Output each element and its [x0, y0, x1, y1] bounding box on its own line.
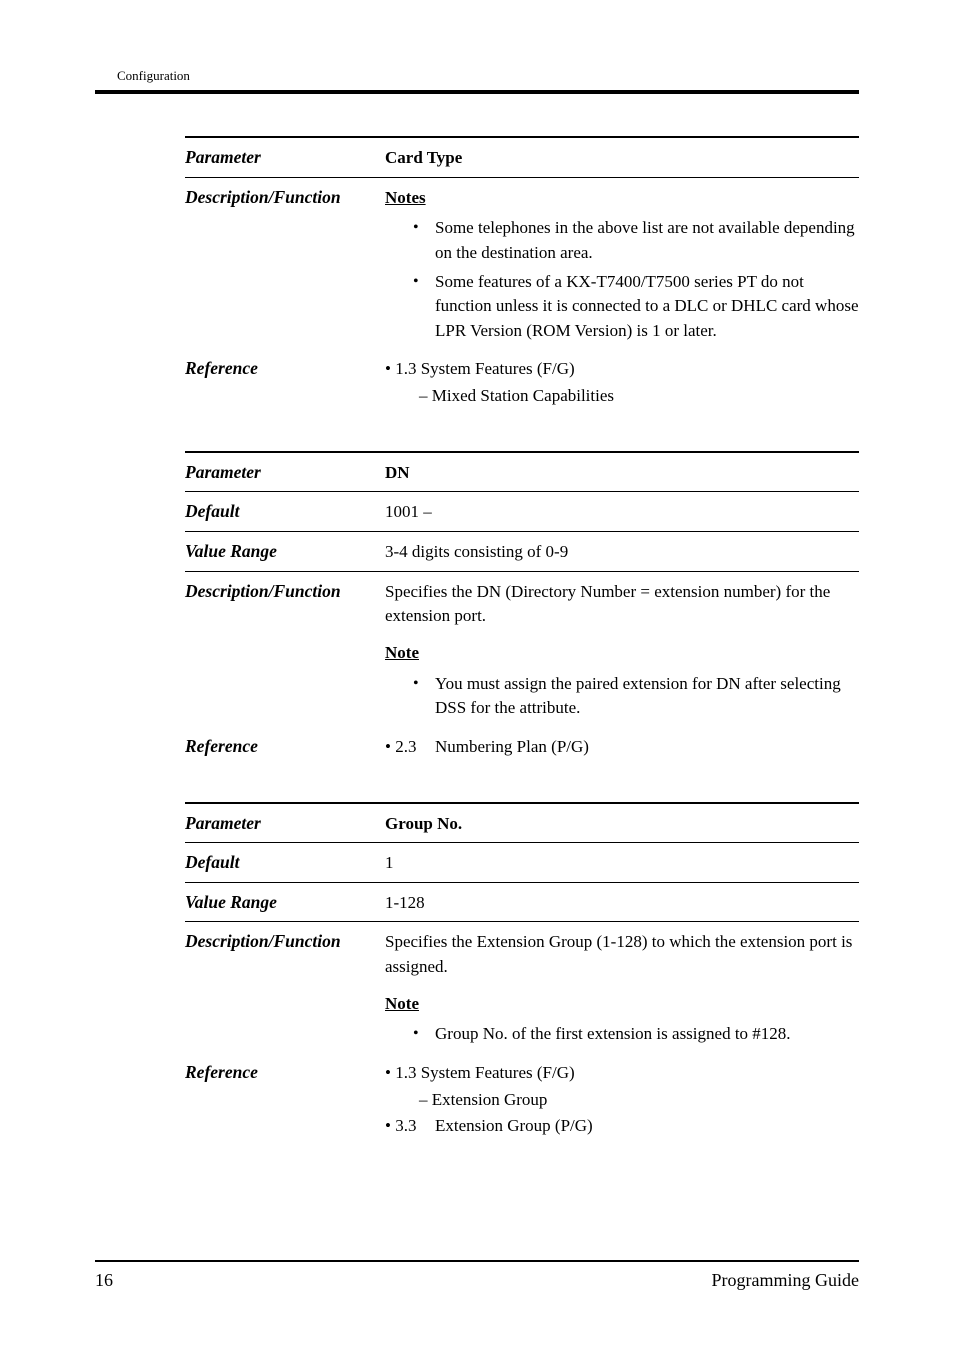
param-value: Specifies the DN (Directory Number = ext… [385, 580, 859, 725]
param-row: ParameterGroup No. [185, 808, 859, 843]
note-list: Group No. of the first extension is assi… [385, 1022, 859, 1047]
param-label: Parameter [185, 461, 385, 485]
page-number: 16 [95, 1270, 113, 1291]
rule [185, 491, 859, 492]
param-label: Default [185, 851, 385, 875]
description-text: Specifies the DN (Directory Number = ext… [385, 580, 859, 629]
param-label: Description/Function [185, 580, 385, 604]
param-value: DN [385, 461, 859, 486]
param-label: Description/Function [185, 930, 385, 954]
guide-label: Programming Guide [712, 1270, 859, 1291]
param-value: • 1.3 System Features (F/G)– Extension G… [385, 1061, 859, 1141]
param-value: Group No. [385, 812, 859, 837]
param-row: Description/FunctionNotes Some telephones… [185, 182, 859, 354]
footer: 16 Programming Guide [95, 1260, 859, 1291]
rule [185, 802, 859, 804]
param-label: Reference [185, 1061, 385, 1085]
param-label: Parameter [185, 812, 385, 836]
param-block: ParameterGroup No.Default1Value Range1-1… [185, 802, 859, 1147]
param-row: Default1001 – [185, 496, 859, 531]
param-label: Value Range [185, 891, 385, 915]
param-label: Parameter [185, 146, 385, 170]
param-label: Reference [185, 735, 385, 759]
rule [185, 571, 859, 572]
reference-subline: – Extension Group [385, 1088, 859, 1113]
content-area: ParameterCard TypeDescription/FunctionNo… [185, 136, 859, 1147]
param-row: ParameterDN [185, 457, 859, 492]
rule [185, 882, 859, 883]
running-header: Configuration [117, 68, 859, 84]
rule [185, 842, 859, 843]
param-row: Description/FunctionSpecifies the Extens… [185, 926, 859, 1057]
reference-subline: – Mixed Station Capabilities [385, 384, 859, 409]
rule [185, 531, 859, 532]
reference-num: • 3.3 [385, 1114, 435, 1139]
param-header-value: DN [385, 463, 410, 482]
reference-line: • 1.3 System Features (F/G) [385, 357, 859, 382]
note-heading: Note [385, 992, 859, 1017]
reference-pair: • 3.3Extension Group (P/G) [385, 1114, 859, 1139]
note-item: You must assign the paired extension for… [413, 672, 859, 721]
param-label: Description/Function [185, 186, 385, 210]
param-row: Reference• 2.3Numbering Plan (P/G) [185, 731, 859, 768]
rule [185, 451, 859, 453]
param-block: ParameterCard TypeDescription/FunctionNo… [185, 136, 859, 417]
reference-text: Extension Group (P/G) [435, 1114, 593, 1139]
param-row: Default1 [185, 847, 859, 882]
description-text: Specifies the Extension Group (1-128) to… [385, 930, 859, 979]
reference-text: Numbering Plan (P/G) [435, 735, 589, 760]
reference-num: • 2.3 [385, 735, 435, 760]
param-row: Reference• 1.3 System Features (F/G)– Mi… [185, 353, 859, 416]
param-value: Specifies the Extension Group (1-128) to… [385, 930, 859, 1051]
note-list: You must assign the paired extension for… [385, 672, 859, 721]
rule [185, 921, 859, 922]
param-row: Value Range3-4 digits consisting of 0-9 [185, 536, 859, 571]
reference-line: • 1.3 System Features (F/G) [385, 1061, 859, 1086]
header-rule [95, 90, 859, 94]
notes-list: Some telephones in the above list are no… [385, 216, 859, 343]
reference-pair: • 2.3Numbering Plan (P/G) [385, 735, 859, 760]
param-value: • 1.3 System Features (F/G)– Mixed Stati… [385, 357, 859, 410]
param-label: Reference [185, 357, 385, 381]
param-value: 1001 – [385, 500, 859, 525]
param-value: 1-128 [385, 891, 859, 916]
param-value: • 2.3Numbering Plan (P/G) [385, 735, 859, 762]
notes-item: Some features of a KX-T7400/T7500 series… [413, 270, 859, 344]
param-label: Value Range [185, 540, 385, 564]
notes-heading: Notes [385, 186, 859, 211]
param-value: 3-4 digits consisting of 0-9 [385, 540, 859, 565]
param-value: Card Type [385, 146, 859, 171]
param-row: Reference• 1.3 System Features (F/G)– Ex… [185, 1057, 859, 1147]
note-heading: Note [385, 641, 859, 666]
param-row: Value Range1-128 [185, 887, 859, 922]
rule [185, 136, 859, 138]
rule [185, 177, 859, 178]
param-header-value: Card Type [385, 148, 462, 167]
param-label: Default [185, 500, 385, 524]
note-item: Group No. of the first extension is assi… [413, 1022, 859, 1047]
param-row: Description/FunctionSpecifies the DN (Di… [185, 576, 859, 731]
param-value: Notes Some telephones in the above list a… [385, 186, 859, 348]
param-row: ParameterCard Type [185, 142, 859, 177]
param-header-value: Group No. [385, 814, 462, 833]
param-value: 1 [385, 851, 859, 876]
notes-item: Some telephones in the above list are no… [413, 216, 859, 265]
param-block: ParameterDNDefault1001 –Value Range3-4 d… [185, 451, 859, 768]
